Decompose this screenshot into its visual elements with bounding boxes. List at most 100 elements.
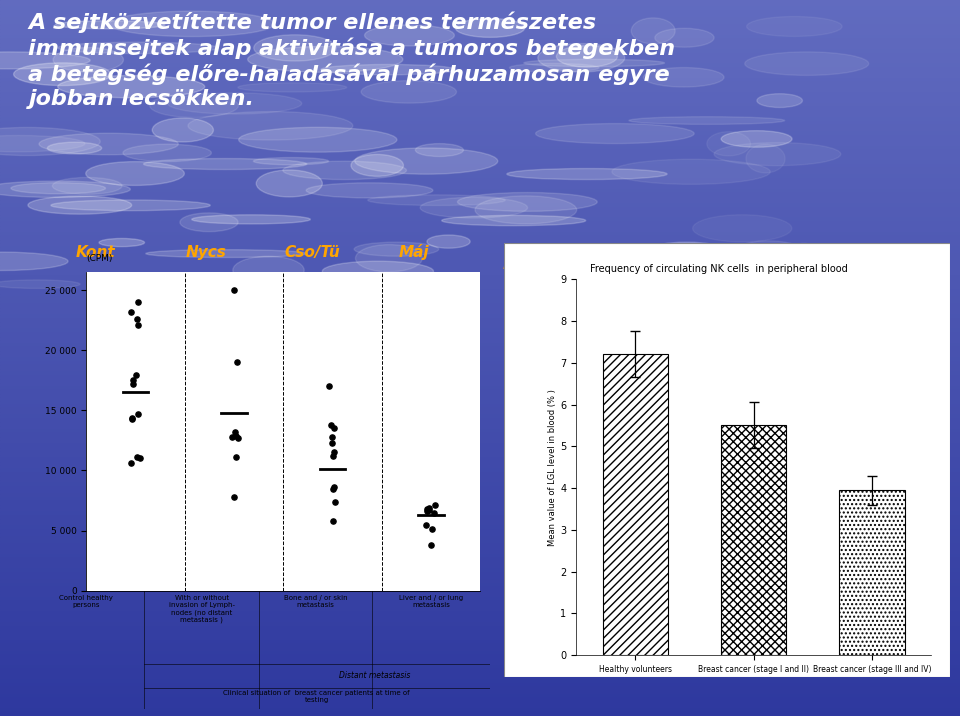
Bar [0, 14, 960, 18]
Point [228, 452, 244, 463]
Point [230, 432, 246, 444]
Bar [0, 272, 960, 276]
Bar [0, 190, 960, 193]
Ellipse shape [283, 161, 406, 180]
Bar [0, 605, 960, 609]
Bar [0, 419, 960, 422]
Ellipse shape [721, 130, 792, 147]
Ellipse shape [611, 279, 739, 289]
Bar [0, 673, 960, 677]
Ellipse shape [168, 93, 301, 114]
Point [132, 452, 148, 463]
Ellipse shape [150, 94, 238, 117]
Ellipse shape [323, 261, 434, 281]
Text: Máj: Máj [398, 244, 429, 261]
Text: St III/IV: St III/IV [816, 253, 897, 273]
Bar [0, 129, 960, 132]
Bar [0, 143, 960, 147]
Point [427, 500, 443, 511]
Bar [0, 72, 960, 75]
Bar [0, 258, 960, 261]
Ellipse shape [0, 135, 84, 152]
Bar [0, 301, 960, 304]
Text: Distant metastasis: Distant metastasis [339, 671, 410, 680]
Ellipse shape [256, 170, 323, 197]
Bar [0, 397, 960, 401]
Bar [0, 541, 960, 544]
Bar [0, 36, 960, 39]
Ellipse shape [655, 29, 714, 47]
Point [327, 496, 343, 508]
Point [227, 491, 242, 503]
Bar [0, 43, 960, 47]
Bar [0, 684, 960, 687]
Bar [0, 233, 960, 236]
Ellipse shape [321, 64, 456, 74]
Bar [0, 333, 960, 337]
Ellipse shape [53, 178, 122, 194]
Ellipse shape [56, 21, 165, 29]
Ellipse shape [551, 266, 658, 291]
Bar [0, 523, 960, 526]
Bar [0, 7, 960, 11]
Bar [0, 695, 960, 698]
Ellipse shape [188, 112, 352, 140]
Bar [0, 79, 960, 82]
Bar [0, 677, 960, 680]
Bar [0, 21, 960, 25]
Bar [721, 425, 786, 655]
Bar [0, 526, 960, 530]
Bar [0, 315, 960, 319]
Bar [0, 465, 960, 469]
Bar [0, 329, 960, 333]
Bar [0, 555, 960, 558]
Bar [0, 4, 960, 7]
Bar [0, 125, 960, 129]
Bar [0, 118, 960, 122]
Ellipse shape [557, 46, 617, 67]
Bar [0, 122, 960, 125]
Bar [0, 415, 960, 419]
Bar [0, 283, 960, 286]
Point [326, 422, 342, 434]
Bar [0, 584, 960, 587]
Bar [0, 462, 960, 465]
Ellipse shape [416, 144, 464, 157]
Bar [0, 551, 960, 555]
Bar [0, 326, 960, 329]
Bar [0, 337, 960, 340]
Bar [0, 208, 960, 211]
Point [420, 503, 435, 515]
Bar [0, 50, 960, 54]
Bar [0, 247, 960, 251]
Bar [0, 587, 960, 591]
Point [324, 437, 340, 448]
Ellipse shape [99, 238, 145, 246]
Bar [0, 501, 960, 505]
Bar [0, 154, 960, 158]
Bar [0, 698, 960, 702]
Point [123, 458, 138, 469]
Ellipse shape [365, 25, 454, 46]
Bar [0, 351, 960, 354]
Bar [0, 311, 960, 315]
Bar [0, 562, 960, 566]
Bar [0, 358, 960, 362]
Text: With or without
invasion of Lymph-
nodes (no distant
metastasis ): With or without invasion of Lymph- nodes… [169, 596, 234, 624]
Bar [0, 261, 960, 265]
Ellipse shape [53, 47, 124, 72]
Bar [0, 712, 960, 716]
Bar [0, 243, 960, 247]
Bar [0, 383, 960, 387]
Ellipse shape [109, 11, 275, 37]
Bar [0, 54, 960, 57]
Bar [0, 387, 960, 390]
Bar [0, 308, 960, 311]
Bar [0, 204, 960, 208]
Ellipse shape [427, 235, 470, 248]
Bar [0, 115, 960, 118]
Bar [0, 161, 960, 165]
Bar [0, 268, 960, 272]
Bar [0, 140, 960, 143]
Bar [0, 111, 960, 115]
